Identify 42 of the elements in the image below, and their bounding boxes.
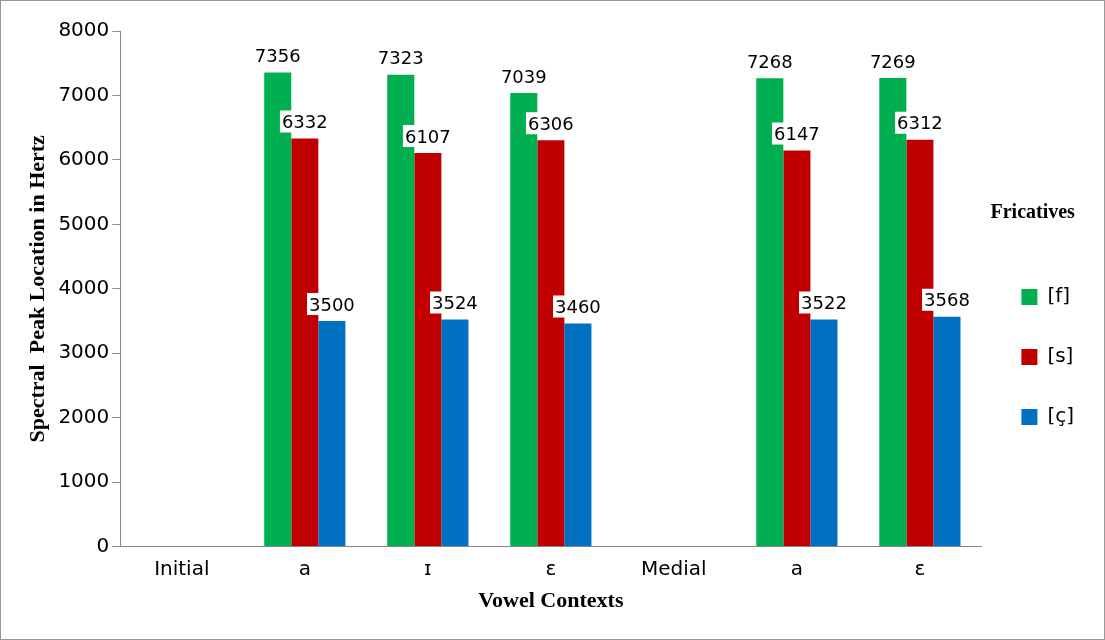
- data-label: 6332: [281, 111, 328, 133]
- y-axis-title: Spectral Peak Location in Hertz: [23, 134, 49, 443]
- x-axis-title: Vowel Contexts: [478, 587, 624, 613]
- x-tick-label: Initial: [154, 555, 210, 580]
- bar: [441, 319, 469, 547]
- x-tick-label: a: [790, 555, 804, 580]
- y-tick-label: 0: [96, 532, 110, 557]
- data-label: 6312: [896, 112, 943, 134]
- data-label: 3500: [308, 293, 355, 315]
- bar: [318, 321, 346, 547]
- x-tick-label: Medial: [641, 555, 707, 580]
- data-label: 7323: [377, 47, 424, 69]
- legend-label: [s]: [1047, 343, 1074, 368]
- y-tick-label: 4000: [58, 275, 110, 299]
- data-label: 3460: [555, 296, 601, 318]
- data-label: 3568: [924, 289, 970, 311]
- bar: [933, 316, 961, 547]
- y-tick-label: 2000: [58, 403, 110, 428]
- legend-label: [f]: [1047, 283, 1071, 308]
- data-label: 3524: [431, 292, 478, 314]
- data-label: 3522: [801, 292, 847, 314]
- data-label: 7268: [746, 50, 793, 72]
- data-label: 6107: [404, 125, 451, 147]
- bar: [564, 323, 592, 547]
- x-tick-label: a: [298, 555, 311, 580]
- data-label: 7269: [869, 50, 916, 72]
- data-label: 7039: [500, 65, 547, 87]
- legend-label: [ç]: [1047, 403, 1075, 428]
- bar: [810, 319, 838, 547]
- y-tick-label: 5000: [58, 210, 110, 235]
- y-tick-label: 6000: [58, 146, 110, 171]
- x-tick-label: ɪ: [424, 555, 432, 580]
- x-tick-label: ɛ: [914, 555, 926, 580]
- x-tick-label: ɛ: [545, 555, 557, 580]
- data-label: 6147: [773, 123, 820, 145]
- y-tick-label: 7000: [58, 81, 110, 106]
- y-tick-label: 8000: [58, 17, 110, 42]
- y-tick-label: 1000: [58, 468, 110, 493]
- data-label: 7356: [254, 45, 301, 67]
- legend-title: Fricatives: [990, 200, 1076, 223]
- y-tick-label: 3000: [58, 339, 110, 364]
- data-label: 6306: [527, 112, 574, 134]
